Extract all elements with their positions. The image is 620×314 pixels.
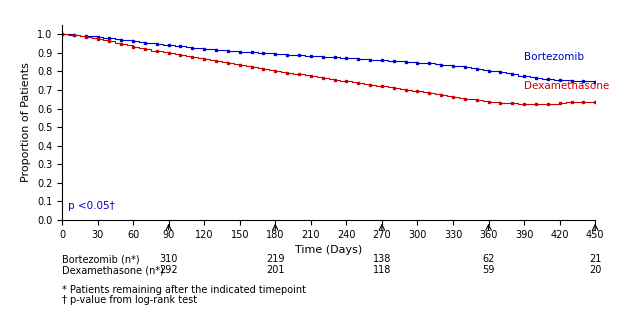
Text: 219: 219 [266,254,285,264]
Text: 118: 118 [373,265,391,275]
Text: 21: 21 [589,254,601,264]
Text: 310: 310 [159,254,178,264]
Text: Dexamethasone (n*): Dexamethasone (n*) [62,265,164,275]
Text: 292: 292 [159,265,178,275]
Text: 201: 201 [266,265,285,275]
Text: Bortezomib: Bortezomib [524,51,584,62]
X-axis label: Time (Days): Time (Days) [295,245,362,255]
Text: 138: 138 [373,254,391,264]
Text: 20: 20 [589,265,601,275]
Text: † p-value from log-rank test: † p-value from log-rank test [62,295,197,305]
Text: Dexamethasone: Dexamethasone [524,81,609,91]
Text: p <0.05†: p <0.05† [68,201,115,211]
Y-axis label: Proportion of Patients: Proportion of Patients [21,62,32,182]
Text: 62: 62 [482,254,495,264]
Text: Bortezomib (n*): Bortezomib (n*) [62,254,140,264]
Text: * Patients remaining after the indicated timepoint: * Patients remaining after the indicated… [62,285,306,295]
Text: 59: 59 [482,265,495,275]
